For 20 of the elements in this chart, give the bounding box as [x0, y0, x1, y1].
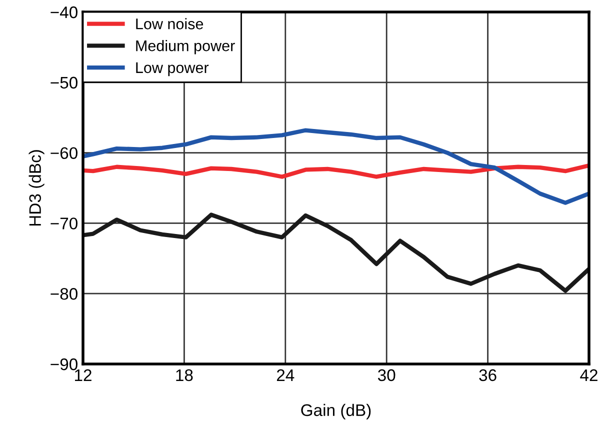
- x-axis-title: Gain (dB): [301, 404, 371, 420]
- x-tick-label: 36: [479, 369, 496, 382]
- y-tick-label: −50: [50, 76, 78, 89]
- y-tick-label: −80: [50, 288, 78, 300]
- y-tick-label: −40: [50, 6, 78, 18]
- line-series: [83, 163, 589, 179]
- x-tick-label: 24: [276, 369, 294, 381]
- x-tick-label: 42: [580, 369, 598, 381]
- legend-label: Low noise: [136, 18, 204, 30]
- y-axis-title: HD3 (dBc): [28, 150, 44, 226]
- x-tick-label: 30: [378, 369, 396, 382]
- legend-label: Low power: [136, 62, 209, 76]
- y-tick-label: −60: [50, 147, 78, 160]
- x-tick-label: 12: [75, 369, 92, 381]
- legend-label: Medium power: [136, 40, 235, 54]
- y-tick-label: −90: [50, 358, 78, 370]
- line-series: [83, 212, 589, 293]
- x-tick-label: 18: [176, 369, 193, 382]
- y-tick-label: −70: [50, 218, 78, 230]
- line-series: [83, 128, 589, 205]
